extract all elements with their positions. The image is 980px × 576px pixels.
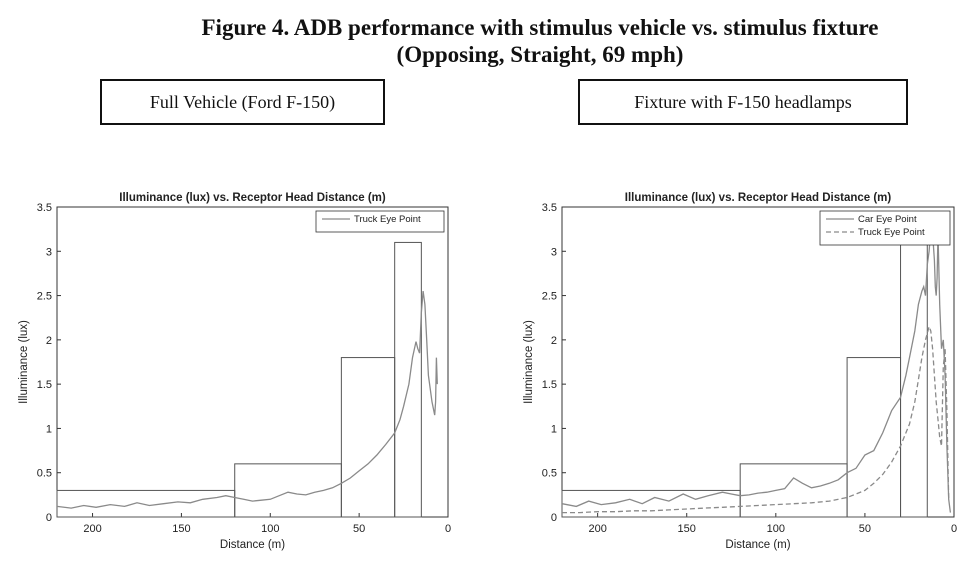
- chart-1-ytick-label-0: 0: [551, 512, 557, 524]
- chart-1-legend-label-1: Truck Eye Point: [858, 227, 925, 238]
- chart-0-ytick-label-2: 1: [46, 423, 52, 435]
- chart-1-title: Illuminance (lux) vs. Receptor Head Dist…: [625, 192, 892, 204]
- chart-0-xtick-label-2: 100: [261, 523, 279, 535]
- chart-0-xtick-label-4: 0: [445, 523, 451, 535]
- chart-1-series-0-line: [561, 228, 952, 513]
- chart-fixture: Illuminance (lux) vs. Receptor Head Dist…: [523, 192, 957, 551]
- chart-1-xtick-label-1: 150: [678, 523, 696, 535]
- chart-0-ytick-label-0: 0: [46, 512, 52, 524]
- chart-0-threshold-step-3: [394, 241, 422, 518]
- chart-0-xtick-label-3: 50: [353, 523, 365, 535]
- panel-label-full-vehicle: Full Vehicle (Ford F-150): [100, 79, 385, 125]
- chart-1-legend-label-0: Car Eye Point: [858, 214, 917, 225]
- chart-0-ytick-label-6: 3: [46, 246, 52, 258]
- chart-1-ytick-label-7: 3.5: [542, 202, 557, 214]
- figure-title: Figure 4. ADB performance with stimulus …: [100, 14, 980, 68]
- chart-1-legend-box: [819, 210, 951, 246]
- chart-0-xtick-label-1: 150: [172, 523, 190, 535]
- chart-1-ytick-label-6: 3: [551, 246, 557, 258]
- chart-0-xtick-label-0: 200: [83, 523, 101, 535]
- chart-1-series-1-line: [562, 324, 950, 514]
- chart-1-xtick-label-3: 50: [859, 523, 871, 535]
- chart-0-axes-frame: [56, 206, 449, 518]
- figure-title-line1: Figure 4. ADB performance with stimulus …: [201, 15, 879, 40]
- chart-1-ytick-label-4: 2: [551, 335, 557, 347]
- panel-label-fixture: Fixture with F-150 headlamps: [578, 79, 908, 125]
- chart-1-xtick-label-2: 100: [767, 523, 785, 535]
- panel-label-fixture-text: Fixture with F-150 headlamps: [634, 91, 852, 112]
- chart-0-ytick-label-5: 2.5: [37, 291, 52, 303]
- chart-full-vehicle: Illuminance (lux) vs. Receptor Head Dist…: [18, 192, 451, 551]
- chart-1-ylabel: Illuminance (lux): [523, 320, 535, 404]
- chart-0-ytick-label-3: 1.5: [37, 379, 52, 391]
- chart-0-ytick-label-4: 2: [46, 335, 52, 347]
- figure-title-line2: (Opposing, Straight, 69 mph): [396, 42, 684, 67]
- chart-0-title: Illuminance (lux) vs. Receptor Head Dist…: [119, 192, 386, 204]
- chart-0-legend-label-0: Truck Eye Point: [354, 214, 421, 225]
- chart-0-xlabel: Distance (m): [220, 539, 285, 551]
- chart-0-series-0-line: [56, 291, 438, 509]
- chart-1-ytick-label-5: 2.5: [542, 291, 557, 303]
- chart-0-ytick-label-7: 3.5: [37, 202, 52, 214]
- chart-0-ytick-label-1: 0.5: [37, 468, 52, 480]
- chart-0-legend-box: [315, 210, 445, 233]
- chart-1-axes-frame: [561, 206, 955, 518]
- chart-1-xlabel: Distance (m): [725, 539, 790, 551]
- chart-1-ytick-label-1: 0.5: [542, 468, 557, 480]
- chart-1-xtick-label-0: 200: [588, 523, 606, 535]
- chart-1-ytick-label-3: 1.5: [542, 379, 557, 391]
- chart-1-ytick-label-2: 1: [551, 423, 557, 435]
- chart-0-ylabel: Illuminance (lux): [18, 320, 30, 404]
- chart-1-xtick-label-4: 0: [951, 523, 957, 535]
- panel-label-full-vehicle-text: Full Vehicle (Ford F-150): [149, 91, 336, 112]
